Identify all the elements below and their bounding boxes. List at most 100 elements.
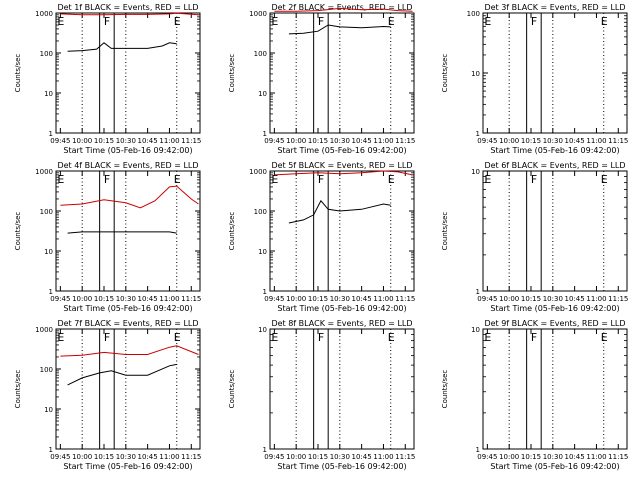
chart-panel: Det 4f BLACK = Events, RED = LLD Counts/s… — [14, 161, 201, 313]
plot-frame — [482, 12, 628, 134]
y-tick-label: 10 — [471, 168, 480, 176]
interval-marker: F — [531, 331, 537, 344]
x-tick-label: 10:45 — [138, 453, 158, 461]
x-axis-label: Start Time (05-Feb-16 09:42:00) — [63, 146, 192, 155]
y-axis-label: Counts/sec — [14, 370, 22, 409]
interval-marker: E — [601, 331, 608, 344]
x-tick-label: 10:30 — [330, 295, 350, 303]
x-tick-label: 11:00 — [586, 137, 606, 145]
chart-panel: Det 5f BLACK = Events, RED = LLD Counts/s… — [228, 161, 415, 313]
x-tick-label: 10:45 — [565, 453, 585, 461]
chart-panel: Det 8f BLACK = Events, RED = LLD Counts/s… — [228, 319, 415, 471]
x-tick-label: 10:30 — [543, 137, 563, 145]
chart-panel: Det 2f BLACK = Events, RED = LLD Counts/s… — [228, 3, 415, 155]
x-tick-label: 10:15 — [308, 137, 328, 145]
x-tick-label: 09:45 — [477, 453, 497, 461]
interval-marker: F — [318, 331, 324, 344]
y-tick-label: 1 — [49, 130, 53, 138]
x-tick-label: 09:45 — [477, 295, 497, 303]
chart-title: Det 5f BLACK = Events, RED = LLD — [271, 161, 412, 170]
y-tick-label: 100 — [40, 366, 53, 374]
x-axis-label: Start Time (05-Feb-16 09:42:00) — [277, 304, 406, 313]
y-tick-label: 10 — [258, 326, 267, 334]
x-axis-label: Start Time (05-Feb-16 09:42:00) — [490, 146, 619, 155]
x-tick-label: 09:45 — [477, 137, 497, 145]
x-tick-label: 10:45 — [565, 295, 585, 303]
plot-frame — [269, 328, 415, 450]
interval-marker: E — [388, 15, 395, 28]
plot-frame — [55, 328, 201, 450]
chart-title: Det 7f BLACK = Events, RED = LLD — [57, 319, 198, 328]
interval-marker: E — [174, 173, 181, 186]
interval-marker: F — [531, 15, 537, 28]
y-tick-label: 100 — [40, 50, 53, 58]
chart-title: Det 6f BLACK = Events, RED = LLD — [484, 161, 625, 170]
x-axis-label: Start Time (05-Feb-16 09:42:00) — [490, 462, 619, 471]
x-axis-label: Start Time (05-Feb-16 09:42:00) — [63, 304, 192, 313]
x-tick-label: 09:45 — [50, 137, 70, 145]
x-tick-label: 11:15 — [608, 453, 628, 461]
y-axis-label: Counts/sec — [14, 212, 22, 251]
x-axis-label: Start Time (05-Feb-16 09:42:00) — [63, 462, 192, 471]
chart-title: Det 4f BLACK = Events, RED = LLD — [57, 161, 198, 170]
y-axis-label: Counts/sec — [14, 54, 22, 93]
y-tick-label: 1 — [476, 130, 480, 138]
y-tick-label: 10 — [44, 406, 53, 414]
x-tick-label: 11:00 — [159, 295, 179, 303]
interval-marker: E — [271, 15, 278, 28]
x-tick-label: 09:45 — [50, 295, 70, 303]
data-series-line — [60, 185, 199, 209]
chart-title: Det 2f BLACK = Events, RED = LLD — [271, 3, 412, 12]
interval-marker: F — [318, 15, 324, 28]
x-tick-label: 10:00 — [286, 295, 306, 303]
x-tick-label: 10:30 — [116, 295, 136, 303]
x-tick-label: 10:00 — [72, 295, 92, 303]
x-tick-label: 10:45 — [352, 295, 372, 303]
y-tick-label: 100 — [254, 50, 267, 58]
x-tick-label: 10:45 — [352, 453, 372, 461]
x-tick-label: 11:15 — [395, 295, 415, 303]
x-axis-label: Start Time (05-Feb-16 09:42:00) — [277, 146, 406, 155]
chart-title: Det 1f BLACK = Events, RED = LLD — [57, 3, 198, 12]
x-tick-label: 10:15 — [94, 137, 114, 145]
chart-panel: Det 6f BLACK = Events, RED = LLD Counts/s… — [441, 161, 628, 313]
interval-marker: E — [174, 15, 181, 28]
y-tick-label: 1 — [49, 446, 53, 454]
x-tick-label: 10:45 — [565, 137, 585, 145]
interval-marker: F — [531, 173, 537, 186]
x-tick-label: 10:30 — [330, 453, 350, 461]
y-tick-label: 1000 — [249, 168, 267, 176]
data-series-line — [67, 231, 177, 234]
y-tick-label: 10 — [258, 248, 267, 256]
chart-panel: Det 1f BLACK = Events, RED = LLD Counts/s… — [14, 3, 201, 155]
x-tick-label: 10:15 — [308, 453, 328, 461]
plot-frame — [55, 170, 201, 292]
x-tick-label: 10:45 — [138, 295, 158, 303]
interval-marker: E — [388, 173, 395, 186]
x-tick-label: 11:15 — [181, 295, 201, 303]
y-tick-label: 1000 — [35, 10, 53, 18]
x-tick-label: 11:15 — [181, 137, 201, 145]
x-tick-label: 10:30 — [543, 453, 563, 461]
x-tick-label: 10:15 — [521, 295, 541, 303]
x-tick-label: 11:00 — [373, 295, 393, 303]
x-tick-label: 09:45 — [50, 453, 70, 461]
y-tick-label: 10 — [471, 326, 480, 334]
x-tick-label: 09:45 — [264, 453, 284, 461]
y-tick-label: 100 — [467, 10, 480, 18]
x-tick-label: 11:00 — [586, 295, 606, 303]
y-axis-label: Counts/sec — [228, 54, 236, 93]
interval-marker: E — [601, 173, 608, 186]
x-tick-label: 10:00 — [286, 453, 306, 461]
y-tick-label: 1 — [263, 130, 267, 138]
data-series-line — [67, 363, 177, 386]
x-axis-label: Start Time (05-Feb-16 09:42:00) — [490, 304, 619, 313]
x-tick-label: 11:15 — [608, 137, 628, 145]
chart-title: Det 3f BLACK = Events, RED = LLD — [484, 3, 625, 12]
x-tick-label: 10:15 — [94, 453, 114, 461]
x-tick-label: 11:15 — [181, 453, 201, 461]
y-tick-label: 1 — [263, 288, 267, 296]
interval-marker: F — [104, 331, 110, 344]
chart-panel: Det 9f BLACK = Events, RED = LLD Counts/s… — [441, 319, 628, 471]
plot-frame — [269, 170, 415, 292]
